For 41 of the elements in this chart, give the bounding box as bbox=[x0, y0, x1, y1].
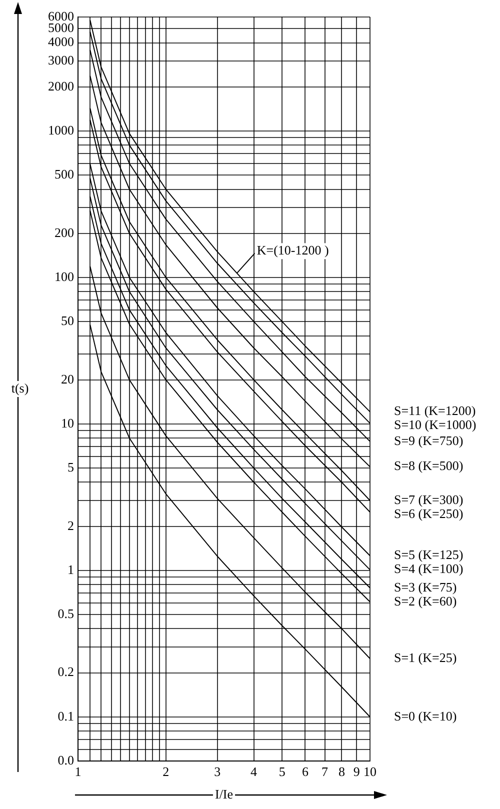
x-tick-label: 6 bbox=[302, 764, 309, 780]
x-tick-label: 2 bbox=[162, 764, 170, 780]
y-tick-label: 3000 bbox=[48, 52, 74, 68]
x-tick-label: 8 bbox=[338, 764, 345, 780]
y-tick-label: 0.1 bbox=[58, 708, 74, 724]
x-tick-label: 5 bbox=[278, 764, 286, 780]
y-tick-label: 10 bbox=[61, 415, 74, 430]
series-label: S=2 (K=60) bbox=[394, 593, 457, 608]
x-tick-label: 7 bbox=[322, 764, 329, 780]
y-tick-label: 50 bbox=[61, 312, 74, 328]
y-tick-label: 0.2 bbox=[58, 664, 74, 680]
series-label: S=0 (K=10) bbox=[394, 708, 457, 724]
y-tick-label: 1000 bbox=[48, 122, 74, 138]
y-tick-label: 0.0 bbox=[58, 752, 74, 768]
y-tick-label: 1 bbox=[68, 562, 74, 577]
y-tick-label: 2 bbox=[68, 518, 74, 533]
y-axis-title: t(s) bbox=[11, 380, 29, 396]
series-label: S=1 (K=25) bbox=[394, 650, 457, 666]
annotation: K=(10-1200 ) bbox=[256, 242, 329, 258]
y-tick-label: 5 bbox=[68, 459, 74, 474]
series-label: S=8 (K=500) bbox=[394, 458, 464, 474]
y-tick-label: 20 bbox=[61, 371, 74, 386]
y-tick-label: 0.5 bbox=[58, 606, 74, 621]
y-tick-label: 500 bbox=[54, 166, 74, 182]
series-label: S=4 (K=100) bbox=[394, 561, 464, 576]
series-label: S=9 (K=750) bbox=[394, 432, 464, 448]
x-axis-title: I/Ie bbox=[214, 786, 234, 802]
series-label: S=5 (K=125) bbox=[394, 547, 464, 562]
y-tick-label: 2000 bbox=[48, 78, 74, 94]
y-tick-label: 100 bbox=[54, 268, 74, 284]
x-tick-label: 3 bbox=[214, 764, 221, 780]
series-label: S=10 (K=1000) bbox=[394, 417, 476, 432]
series-label: S=6 (K=250) bbox=[394, 506, 464, 521]
series-label: S=7 (K=300) bbox=[394, 492, 464, 507]
x-tick-label: 10 bbox=[364, 764, 376, 780]
series-label: S=11 (K=1200) bbox=[394, 403, 476, 418]
x-tick-label: 4 bbox=[250, 764, 258, 780]
series-label: S=3 (K=75) bbox=[394, 579, 457, 594]
y-tick-label: 4000 bbox=[48, 34, 74, 50]
x-tick-label: 9 bbox=[353, 764, 360, 780]
y-tick-label: 200 bbox=[54, 224, 74, 240]
